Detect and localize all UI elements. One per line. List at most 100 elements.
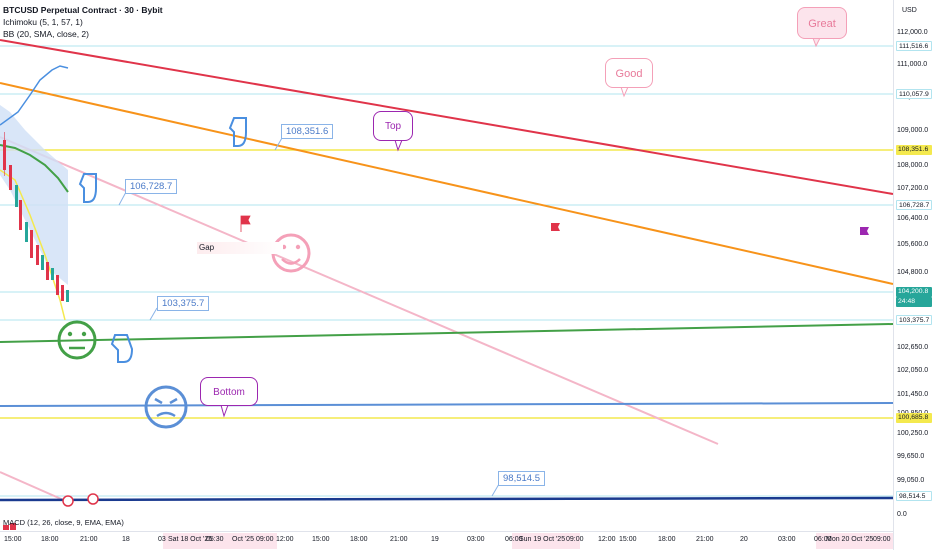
candle [51,268,54,280]
price-tick-label: 104,800.0 [897,269,929,276]
time-tick-label: 09:00 [873,536,891,543]
symbol-title[interactable]: BTCUSD Perpetual Contract · 30 · Bybit [3,5,163,15]
price-tick-label: 102,050.0 [897,367,929,374]
candle [19,200,22,230]
ichimoku-legend[interactable]: Ichimoku (5, 1, 57, 1) [3,17,83,27]
axis-unit: USD [902,7,917,14]
green-support-line [0,323,894,343]
red-trendline [0,39,894,195]
price-tick-label: 99,650.0 [897,453,925,460]
callout-103375: 103,375.7 [157,296,210,311]
time-tick-label: 21:00 [390,536,408,543]
time-tick-label: 21:00 [80,536,98,543]
time-tick-label: 09:00 [566,536,584,543]
price-tick-label: 111,000.0 [897,61,928,68]
tag-106728: 106,728.7 [896,200,932,210]
price-tick-label: 107,200.0 [897,185,929,192]
tag-103375: 103,375.7 [896,315,932,325]
candle [15,185,18,207]
time-tick-label: 18:00 [41,536,59,543]
candle [46,262,49,280]
price-tick-label: 99,050.0 [897,477,925,484]
tag-98514: 98,514.5 [896,491,932,501]
candle [41,255,44,270]
time-tick-label: 03:00 [467,536,485,543]
pink-trendline [0,136,719,445]
callout-108351: 108,351.6 [281,124,334,139]
macd-histogram [3,525,9,530]
red-flag-icon [551,223,560,231]
price-tick-label: 102,650.0 [897,344,929,351]
frowning-face-icon [144,385,188,429]
time-tick-label: 12:00 [276,536,294,543]
time-tick-label: 12:00 [598,536,616,543]
pointing-hand-icon [78,117,247,363]
macd-marker-icon [87,493,99,505]
neutral-face-icon [57,320,97,360]
bottom-label: Bottom [200,377,258,406]
great-label: Great [797,7,847,39]
candle [56,275,59,295]
time-tick-label: Sat 18 Oct '25 [168,536,213,543]
time-tick-label: Sun 19 Oct '25 [519,536,566,543]
time-tick-label: 18 [122,536,130,543]
navy-support-line [0,496,894,502]
blue-support-line [0,402,894,407]
bb-upper-band [0,65,69,126]
macd-legend[interactable]: MACD (12, 26, close, 9, EMA, EMA) [3,518,124,527]
candle [61,285,64,301]
countdown-tag: 24:48 [896,297,932,307]
time-highlight [816,533,893,549]
time-tick-label: 20 [740,536,748,543]
price-tick-label: 112,000.0 [897,29,928,36]
time-tick-label: 18:00 [658,536,676,543]
tag-108351: 108,351.6 [896,145,932,155]
time-highlight [163,533,277,549]
price-tick-label: 108,000.0 [897,162,929,169]
callout-106728: 106,728.7 [125,179,178,194]
candle [66,290,69,302]
tag-110057: 110,057.9 [896,89,932,99]
price-tick-label: 0.0 [897,511,907,518]
tag-100685: 100,685.8 [896,413,932,423]
time-tick-label: 09:00 [256,536,274,543]
time-tick-label: 21:00 [696,536,714,543]
purple-flag-icon [860,227,869,235]
price-tick-label: 106,400.0 [897,215,929,222]
tag-111516: 111,516.6 [896,41,932,51]
time-tick-label: 15:00 [312,536,330,543]
time-tick-label: 06:00 [505,536,523,543]
price-tick-label: 109,000.0 [897,127,929,134]
top-label: Top [373,111,413,141]
time-tick-label: Mon 20 Oct '25 [826,536,874,543]
gap-zone: Gap [197,242,283,254]
candle [9,165,12,190]
bb-legend[interactable]: BB (20, SMA, close, 2) [3,29,89,39]
time-tick-label: 15:00 [619,536,637,543]
time-tick-label: 18:00 [350,536,368,543]
time-tick-label: 15:00 [4,536,22,543]
pink-trendline-low [0,471,69,503]
candle [30,230,33,258]
price-tick-label: 101,450.0 [897,391,929,398]
price-tick-label: 105,600.0 [897,241,929,248]
indicator-legend: BTCUSD Perpetual Contract · 30 · Bybit I… [3,4,163,40]
time-tick-label: 19 [431,536,439,543]
time-tick-label: Oct '25 [232,536,254,543]
time-tick-label: 06:00 [814,536,832,543]
time-tick-label: 03:00 [778,536,796,543]
candles [3,132,69,302]
time-axis[interactable] [0,531,893,551]
good-label: Good [605,58,653,88]
red-flag-icon [240,215,251,232]
orange-trendline [0,82,894,285]
candle [25,222,28,242]
candle [36,245,39,265]
macd-histogram [10,523,16,530]
time-tick-label: 05:30 [206,536,224,543]
ichimoku-base-line [0,144,69,193]
bb-lower-band [0,169,66,321]
callout-98514: 98,514.5 [498,471,545,486]
time-highlight [512,533,580,549]
